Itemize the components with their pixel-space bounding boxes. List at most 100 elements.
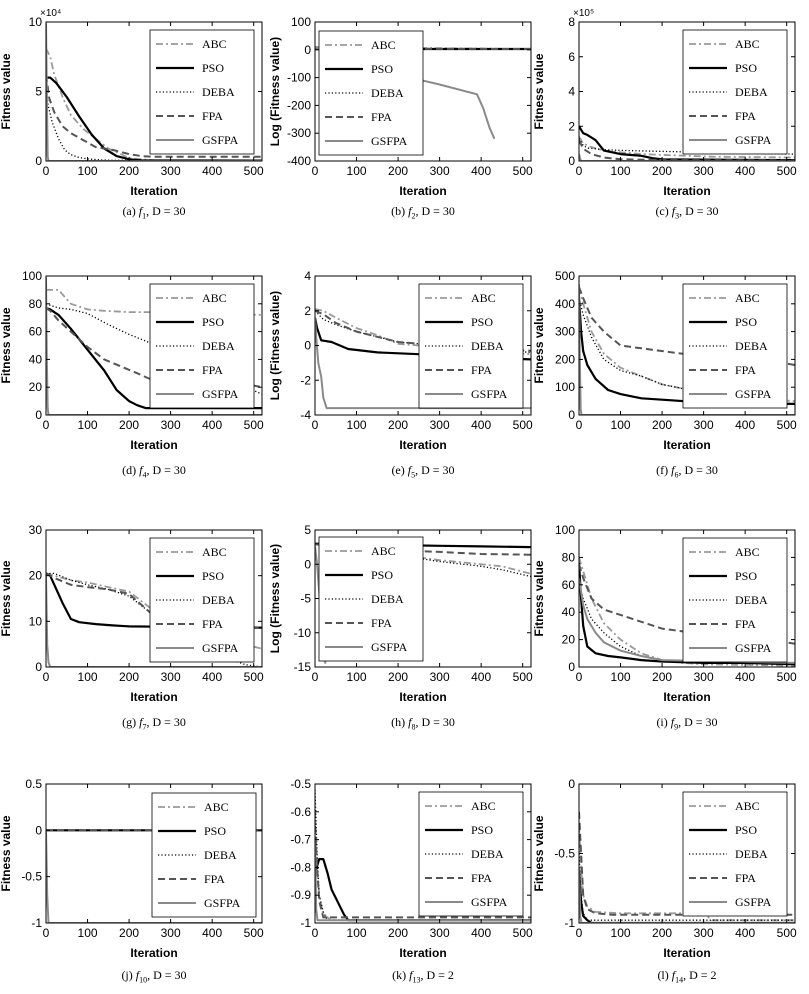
panel-caption: (a) f1, D = 30 bbox=[24, 204, 284, 220]
caption-prefix: (h) bbox=[391, 715, 409, 729]
x-tick-label: 300 bbox=[430, 670, 450, 684]
caption-subscript: 8 bbox=[411, 722, 416, 732]
caption-function: f bbox=[408, 204, 412, 218]
x-axis-label: Iteration bbox=[399, 184, 446, 198]
chart-panel-12: 0 100 200 300 400 500 -1 -0.5 0 Iteration Fitness … bbox=[532, 777, 797, 960]
x-tick-label: 400 bbox=[471, 164, 491, 178]
caption-function: f bbox=[409, 968, 413, 982]
x-tick-label: 0 bbox=[312, 670, 319, 684]
series-line-fpa bbox=[46, 74, 262, 158]
y-tick-label: 200 bbox=[555, 352, 575, 366]
caption-function: f bbox=[408, 715, 412, 729]
caption-suffix: , D = 30 bbox=[415, 204, 455, 218]
series-line-gsfpa bbox=[579, 153, 795, 161]
axes-frame bbox=[45, 275, 263, 416]
caption-suffix: , D = 30 bbox=[678, 463, 718, 477]
series-line-fpa bbox=[579, 811, 795, 916]
y-tick-label: 5 bbox=[304, 523, 311, 537]
chart-panel-7: 0 100 200 300 400 500 0 10 20 30 Iteration Fitness … bbox=[0, 523, 264, 704]
y-tick-label: 500 bbox=[555, 269, 575, 283]
legend-label-deba: DEBA bbox=[371, 592, 404, 606]
legend-label-pso: PSO bbox=[202, 315, 224, 329]
x-axis-label: Iteration bbox=[663, 184, 710, 198]
x-tick-label: 300 bbox=[694, 670, 714, 684]
legend-label-pso: PSO bbox=[202, 61, 224, 75]
x-tick-label: 500 bbox=[513, 418, 533, 432]
legend-label-deba: DEBA bbox=[371, 86, 404, 100]
x-tick-label: 300 bbox=[430, 164, 450, 178]
legend-label-pso: PSO bbox=[371, 568, 393, 582]
x-tick-label: 400 bbox=[202, 164, 222, 178]
x-tick-label: 400 bbox=[735, 670, 755, 684]
panel-caption: (e) f5, D = 30 bbox=[293, 463, 553, 479]
caption-prefix: (b) bbox=[391, 204, 409, 218]
legend-label-pso: PSO bbox=[204, 824, 226, 838]
x-tick-label: 300 bbox=[161, 926, 181, 940]
panel-caption: (g) f7, D = 30 bbox=[24, 715, 284, 731]
caption-subscript: 5 bbox=[411, 470, 416, 480]
legend-label-abc: ABC bbox=[202, 37, 227, 51]
legend-label-gsfpa: GSFPA bbox=[735, 895, 772, 909]
series-lines bbox=[315, 789, 531, 922]
x-tick-label: 100 bbox=[78, 164, 98, 178]
legend-label-abc: ABC bbox=[371, 544, 396, 558]
legend-label-deba: DEBA bbox=[204, 848, 237, 862]
y-tick-label: 2 bbox=[304, 304, 311, 318]
chart-panel-6: 0 100 200 300 400 500 0 100 200 300 400 500 Iteratio… bbox=[532, 269, 797, 452]
y-tick-label: 20 bbox=[29, 569, 43, 583]
y-tick-label: 0 bbox=[304, 339, 311, 353]
panel-caption: (b) f2, D = 30 bbox=[293, 204, 553, 220]
caption-prefix: (e) bbox=[391, 463, 408, 477]
y-tick-label: 5 bbox=[35, 85, 42, 99]
caption-suffix: , D = 2 bbox=[420, 968, 454, 982]
legend-label-gsfpa: GSFPA bbox=[471, 895, 508, 909]
legend-label-abc: ABC bbox=[735, 37, 760, 51]
x-tick-label: 100 bbox=[347, 670, 367, 684]
caption-suffix: , D = 30 bbox=[679, 204, 719, 218]
x-tick-label: 500 bbox=[244, 164, 264, 178]
caption-suffix: , D = 30 bbox=[146, 463, 186, 477]
y-tick-label: 60 bbox=[29, 325, 43, 339]
x-tick-label: 100 bbox=[611, 418, 631, 432]
y-tick-label: -1 bbox=[564, 916, 575, 930]
caption-prefix: (g) bbox=[122, 715, 140, 729]
caption-subscript: 10 bbox=[139, 975, 148, 985]
y-tick-label: -0.5 bbox=[21, 870, 42, 884]
y-tick-label: 4 bbox=[304, 269, 311, 283]
y-tick-label: -400 bbox=[287, 154, 311, 168]
x-tick-label: 100 bbox=[347, 418, 367, 432]
y-tick-label: 40 bbox=[562, 605, 576, 619]
y-tick-label: 0 bbox=[568, 777, 575, 791]
x-axis-label: Iteration bbox=[130, 946, 177, 960]
x-tick-label: 400 bbox=[471, 670, 491, 684]
y-tick-label: 4 bbox=[568, 85, 575, 99]
y-axis-label: Log (Fitness value) bbox=[268, 544, 282, 653]
y-tick-label: -1 bbox=[300, 916, 311, 930]
x-tick-label: 0 bbox=[43, 418, 50, 432]
x-tick-label: 300 bbox=[694, 926, 714, 940]
caption-prefix: (c) bbox=[655, 204, 672, 218]
legend-label-fpa: FPA bbox=[202, 617, 223, 631]
series-line-fpa bbox=[315, 825, 531, 919]
y-tick-label: -0.5 bbox=[554, 847, 575, 861]
x-tick-label: 100 bbox=[611, 926, 631, 940]
series-line-pso bbox=[46, 76, 262, 161]
legend-label-gsfpa: GSFPA bbox=[735, 641, 772, 655]
chart-panel-8: 0 100 200 300 400 500 -15 -10 -5 0 5 Iteration Log (… bbox=[268, 523, 533, 704]
y-tick-label: 10 bbox=[29, 15, 43, 29]
y-tick-label: -5 bbox=[300, 592, 311, 606]
legend-label-pso: PSO bbox=[735, 61, 757, 75]
y-tick-label: 400 bbox=[555, 297, 575, 311]
x-tick-label: 200 bbox=[119, 670, 139, 684]
y-tick-label: -0.6 bbox=[290, 805, 311, 819]
x-tick-label: 400 bbox=[471, 418, 491, 432]
legend-label-deba: DEBA bbox=[735, 339, 768, 353]
caption-function: f bbox=[139, 715, 143, 729]
x-tick-label: 200 bbox=[652, 926, 672, 940]
series-line-gsfpa bbox=[315, 839, 531, 922]
panel-caption: (f) f6, D = 30 bbox=[557, 463, 809, 479]
x-tick-label: 200 bbox=[388, 164, 408, 178]
y-tick-label: 0 bbox=[35, 823, 42, 837]
legend-label-gsfpa: GSFPA bbox=[471, 387, 508, 401]
caption-function: f bbox=[671, 968, 676, 982]
